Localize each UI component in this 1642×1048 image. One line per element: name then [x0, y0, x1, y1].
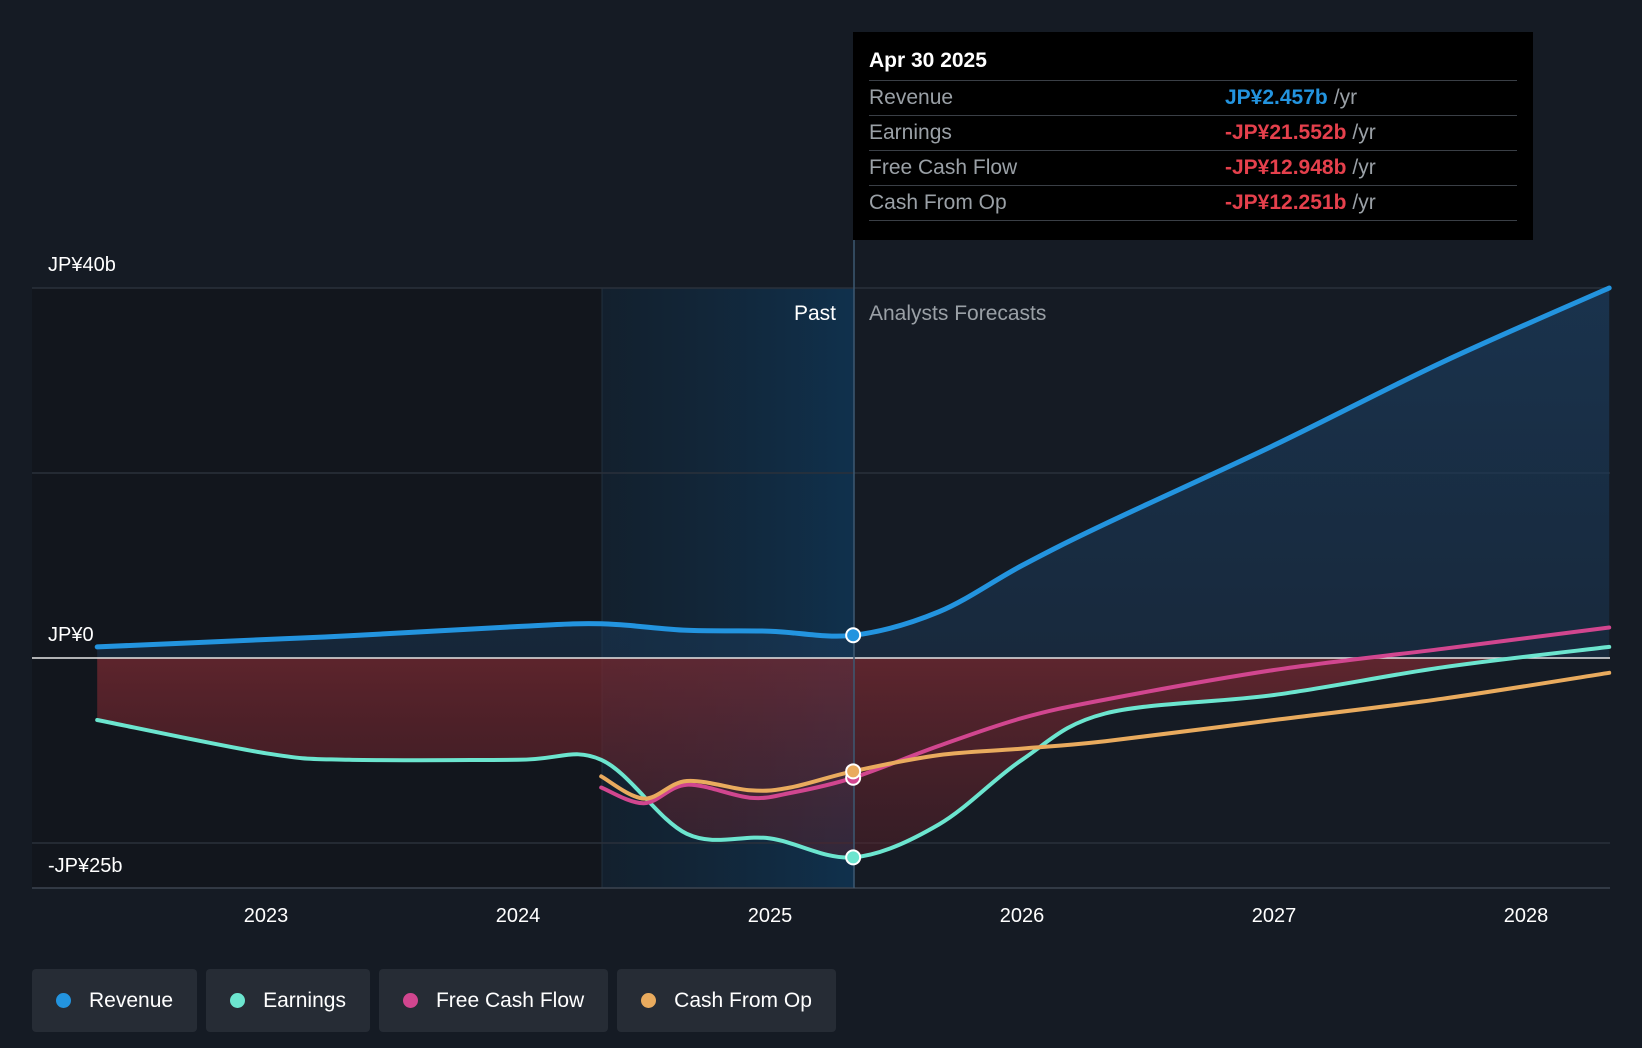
marker-revenue[interactable]	[845, 627, 862, 644]
forecast-label: Analysts Forecasts	[869, 302, 1046, 325]
tooltip-value: -JP¥21.552b	[1225, 121, 1347, 144]
x-tick-2024: 2024	[496, 905, 541, 927]
line-free-cash-flow	[599, 625, 1612, 806]
tooltip-value: -JP¥12.251b	[1225, 191, 1347, 214]
series-lines	[94, 285, 1612, 860]
chart-legend: Revenue Earnings Free Cash Flow Cash Fro…	[32, 969, 836, 1032]
series-areas	[97, 288, 1610, 858]
legend-dot-icon	[56, 993, 71, 1008]
tooltip-row-earnings: Earnings -JP¥21.552b /yr	[869, 115, 1517, 150]
tooltip-unit: /yr	[1352, 121, 1376, 144]
legend-item-free-cash-flow[interactable]: Free Cash Flow	[378, 969, 609, 1032]
tooltip-row-revenue: Revenue JP¥2.457b /yr	[869, 80, 1517, 115]
line-revenue	[94, 285, 1612, 650]
past-label: Past	[794, 302, 836, 325]
marker-earnings[interactable]	[845, 849, 862, 866]
line-earnings	[95, 644, 1612, 860]
legend-label: Free Cash Flow	[435, 988, 585, 1012]
x-tick-2023: 2023	[244, 905, 289, 927]
tooltip-label: Free Cash Flow	[869, 156, 1018, 179]
tooltip-value: -JP¥12.948b	[1225, 156, 1347, 179]
tooltip-date: Apr 30 2025	[869, 49, 987, 72]
legend-label: Cash From Op	[674, 988, 812, 1012]
legend-dot-icon	[641, 993, 657, 1008]
x-tick-2025: 2025	[748, 905, 793, 927]
legend-item-cash-from-op[interactable]: Cash From Op	[617, 969, 836, 1032]
legend-label: Revenue	[89, 988, 174, 1012]
line-cash-from-op	[599, 670, 1612, 801]
x-tick-2027: 2027	[1252, 905, 1297, 927]
tooltip-unit: /yr	[1352, 156, 1376, 179]
tooltip-unit: /yr	[1352, 191, 1376, 214]
tooltip-row-cash-from-op: Cash From Op -JP¥12.251b /yr	[869, 185, 1517, 221]
x-tick-2028: 2028	[1504, 905, 1549, 927]
y-label-zero: JP¥0	[48, 624, 94, 646]
area-earnings	[97, 658, 1610, 858]
y-label-top: JP¥40b	[48, 254, 116, 276]
past-background	[32, 288, 602, 888]
legend-dot-icon	[402, 993, 418, 1008]
tooltip-label: Cash From Op	[869, 191, 1007, 214]
markers	[845, 627, 862, 866]
area-revenue	[97, 288, 1610, 658]
tooltip-label: Earnings	[869, 121, 952, 144]
legend-dot-icon	[230, 993, 246, 1008]
tooltip-row-free-cash-flow: Free Cash Flow -JP¥12.948b /yr	[869, 150, 1517, 185]
legend-item-revenue[interactable]: Revenue	[32, 969, 198, 1032]
legend-label: Earnings	[263, 988, 346, 1012]
tooltip-unit: /yr	[1333, 86, 1358, 109]
data-tooltip: Apr 30 2025 Revenue JP¥2.457b /yr Earnin…	[853, 32, 1533, 240]
y-label-bottom: -JP¥25b	[48, 855, 123, 877]
tooltip-label: Revenue	[869, 86, 954, 109]
tooltip-value: JP¥2.457b	[1225, 86, 1328, 109]
marker-cash-from-op[interactable]	[845, 763, 862, 780]
x-tick-2026: 2026	[1000, 905, 1045, 927]
legend-item-earnings[interactable]: Earnings	[206, 969, 370, 1032]
x-axis-ticks: 2023 2024 2025 2026 2027 2028	[244, 905, 1549, 927]
